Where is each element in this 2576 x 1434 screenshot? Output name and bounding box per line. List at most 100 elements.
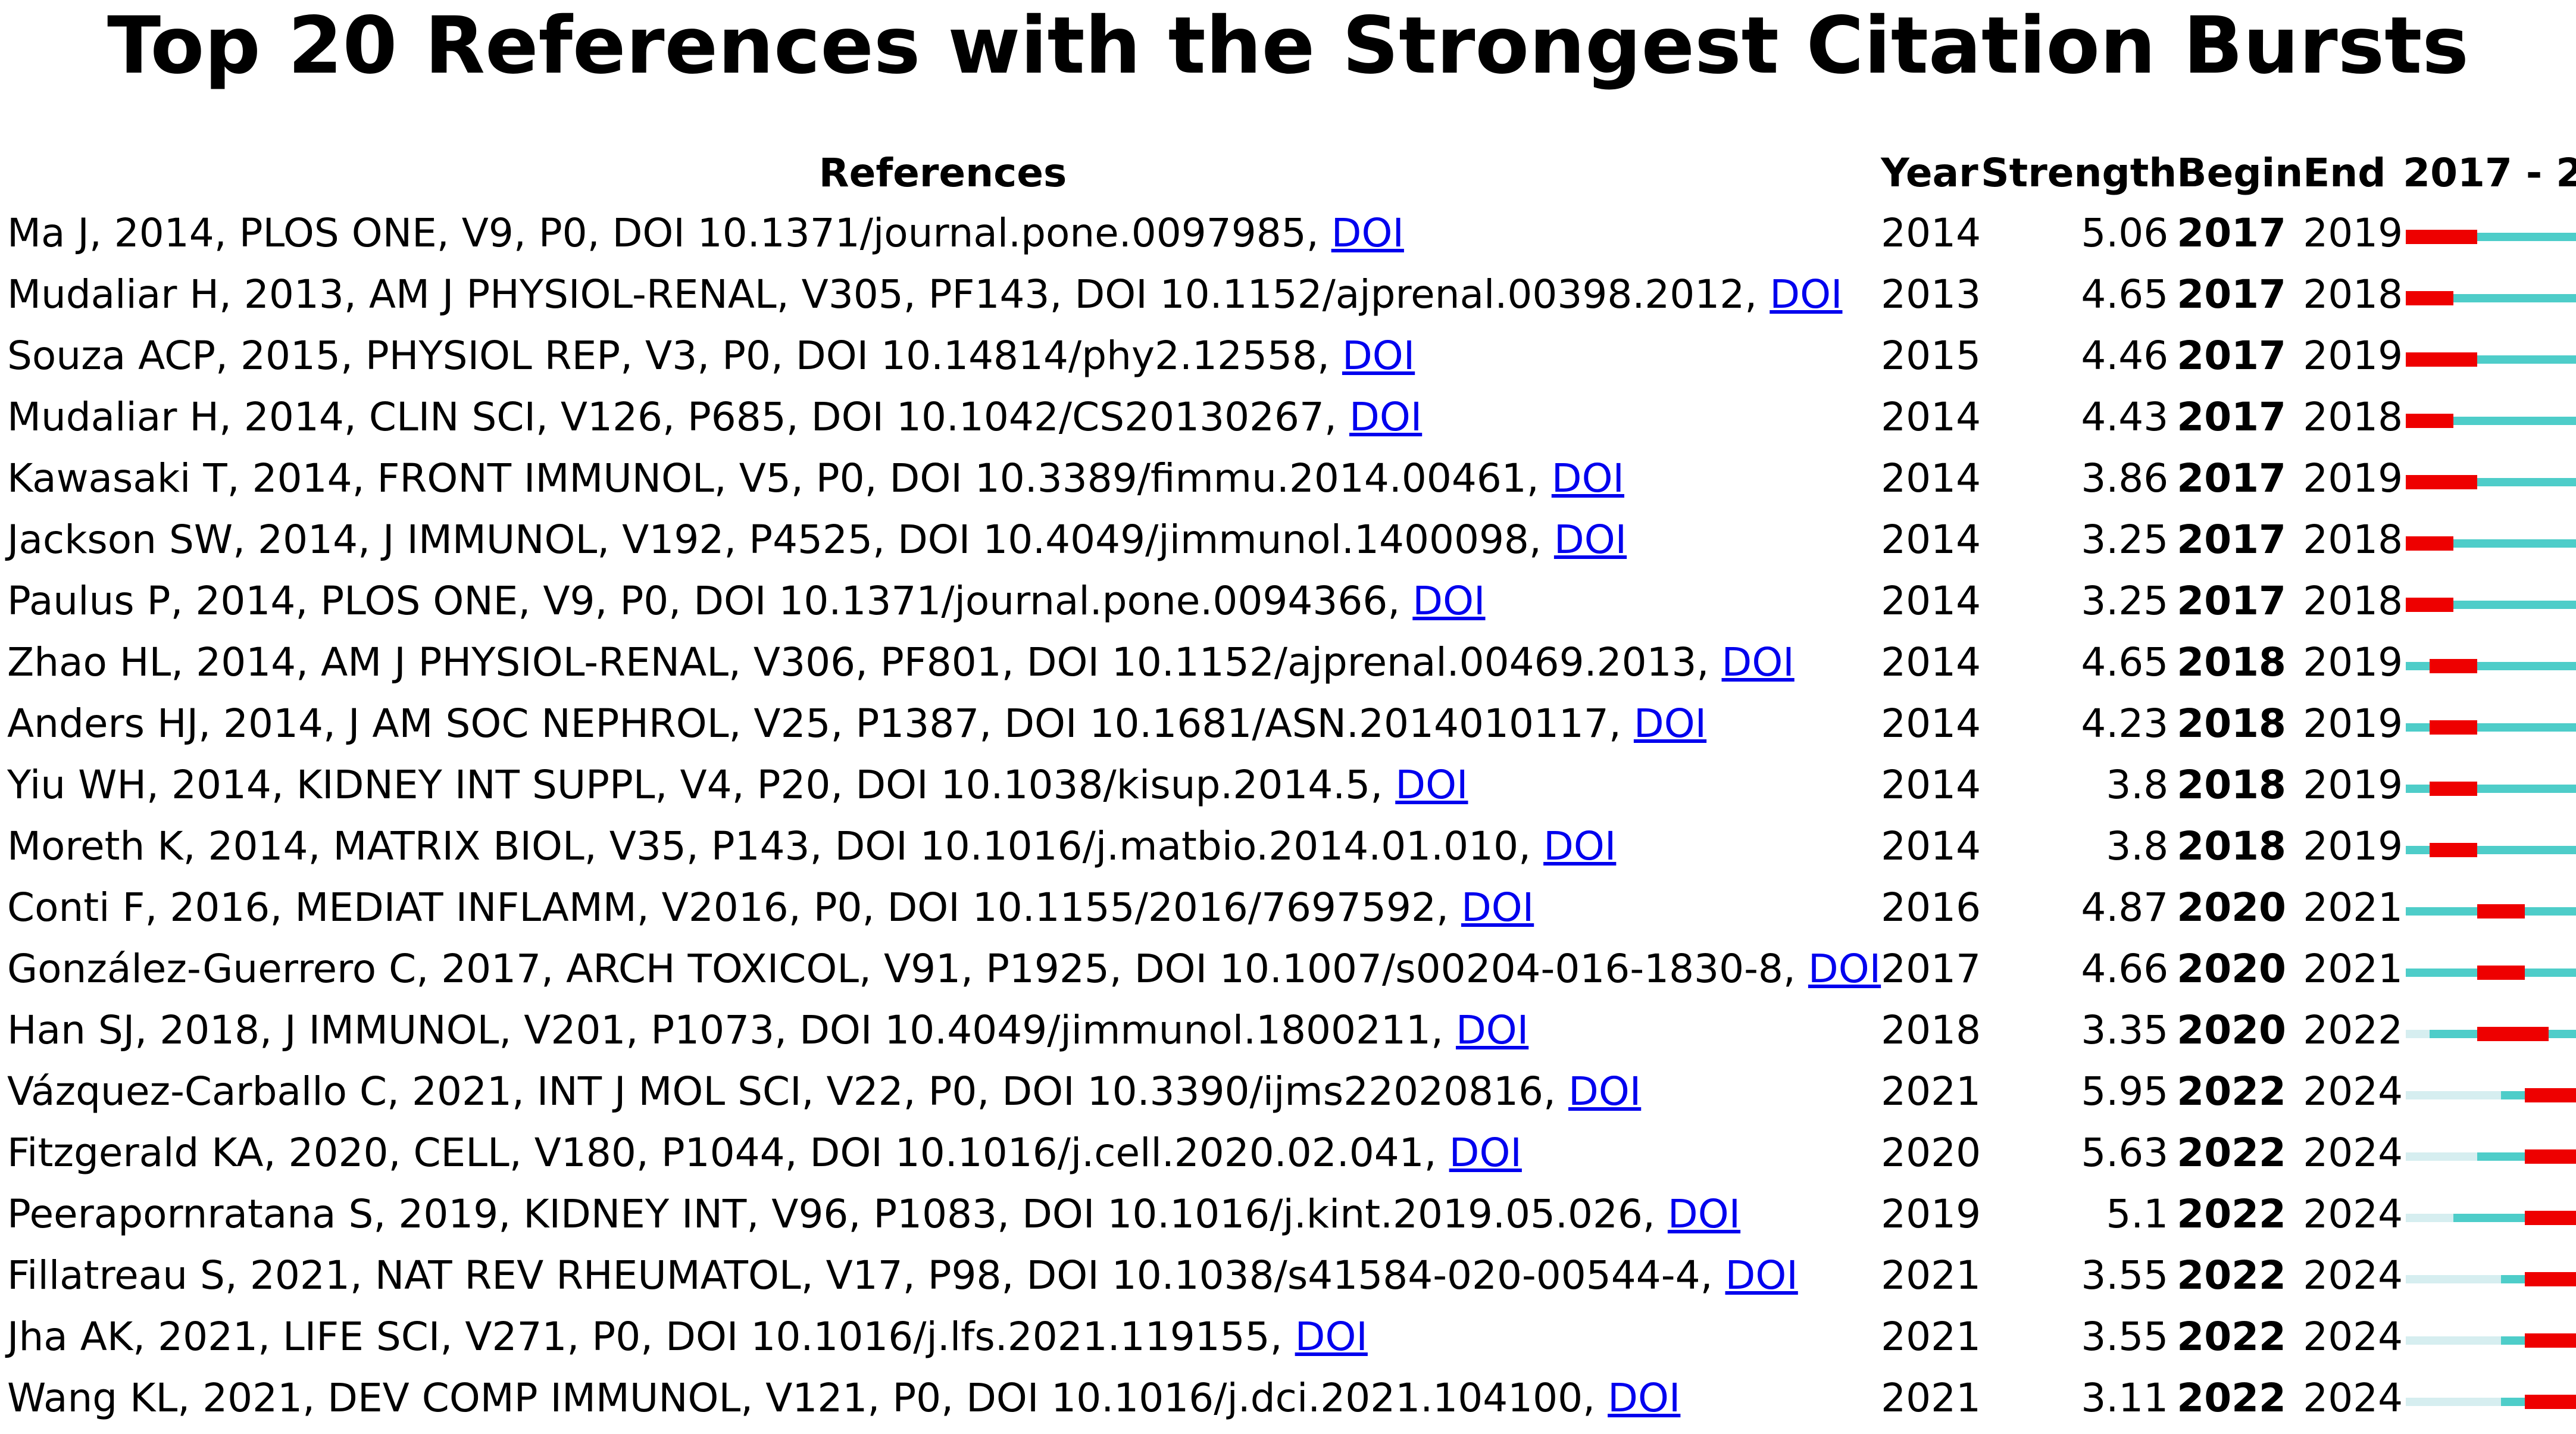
burst-timeline-cell (2403, 448, 2576, 509)
doi-link[interactable]: DOI (1770, 271, 1843, 317)
reference-text: Souza ACP, 2015, PHYSIOL REP, V3, P0, DO… (7, 333, 1330, 379)
table-row: Fillatreau S, 2021, NAT REV RHEUMATOL, V… (5, 1245, 2576, 1306)
table-row: González-Guerrero C, 2017, ARCH TOXICOL,… (5, 938, 2576, 999)
strength-cell: 3.55 (2081, 1252, 2169, 1298)
doi-link[interactable]: DOI (1721, 639, 1795, 685)
begin-cell: 2020 (2177, 1007, 2286, 1053)
strength-cell: 3.11 (2081, 1375, 2169, 1421)
end-cell: 2024 (2303, 1130, 2403, 1176)
doi-link[interactable]: DOI (1725, 1252, 1798, 1298)
reference-text: Ma J, 2014, PLOS ONE, V9, P0, DOI 10.137… (7, 210, 1319, 256)
begin-cell: 2018 (2177, 639, 2286, 685)
burst-timeline (2406, 720, 2576, 735)
reference-text: Han SJ, 2018, J IMMUNOL, V201, P1073, DO… (7, 1007, 1443, 1053)
begin-cell: 2018 (2177, 762, 2286, 808)
burst-timeline-cell (2403, 1183, 2576, 1245)
year-cell: 2014 (1881, 578, 1981, 624)
table-row: Kawasaki T, 2014, FRONT IMMUNOL, V5, P0,… (5, 448, 2576, 509)
begin-cell: 2018 (2177, 823, 2286, 869)
begin-cell: 2022 (2177, 1314, 2286, 1360)
header-end: End (2303, 149, 2386, 196)
reference-cell: Moreth K, 2014, MATRIX BIOL, V35, P143, … (5, 816, 1881, 877)
burst-timeline-cell (2403, 325, 2576, 386)
reference-text: Conti F, 2016, MEDIAT INFLAMM, V2016, P0… (7, 885, 1449, 930)
doi-link[interactable]: DOI (1331, 210, 1404, 256)
table-row: Mudaliar H, 2013, AM J PHYSIOL-RENAL, V3… (5, 264, 2576, 325)
burst-timeline (2406, 842, 2576, 857)
table-row: Jackson SW, 2014, J IMMUNOL, V192, P4525… (5, 509, 2576, 570)
doi-link[interactable]: DOI (1633, 701, 1707, 746)
end-cell: 2022 (2303, 1007, 2403, 1053)
year-cell: 2016 (1881, 885, 1981, 930)
reference-cell: Paulus P, 2014, PLOS ONE, V9, P0, DOI 10… (5, 570, 1881, 632)
year-cell: 2017 (1881, 946, 1981, 992)
table-row: Han SJ, 2018, J IMMUNOL, V201, P1073, DO… (5, 999, 2576, 1061)
burst-timeline-cell (2403, 1306, 2576, 1367)
reference-cell: Mudaliar H, 2014, CLIN SCI, V126, P685, … (5, 386, 1881, 448)
reference-text: Moreth K, 2014, MATRIX BIOL, V35, P143, … (7, 823, 1531, 869)
burst-timeline (2406, 1333, 2576, 1348)
reference-text: Fillatreau S, 2021, NAT REV RHEUMATOL, V… (7, 1252, 1713, 1298)
strength-cell: 3.8 (2106, 823, 2169, 869)
doi-link[interactable]: DOI (1412, 578, 1486, 624)
reference-cell: Wang KL, 2021, DEV COMP IMMUNOL, V121, P… (5, 1367, 1881, 1429)
burst-timeline (2406, 1271, 2576, 1286)
burst-timeline-cell (2403, 570, 2576, 632)
reference-cell: Anders HJ, 2014, J AM SOC NEPHROL, V25, … (5, 693, 1881, 754)
reference-text: Jackson SW, 2014, J IMMUNOL, V192, P4525… (7, 517, 1542, 563)
doi-link[interactable]: DOI (1553, 517, 1627, 563)
doi-link[interactable]: DOI (1349, 394, 1423, 440)
year-cell: 2014 (1881, 455, 1981, 501)
doi-link[interactable]: DOI (1295, 1314, 1368, 1360)
end-cell: 2019 (2303, 823, 2403, 869)
end-cell: 2021 (2303, 946, 2403, 992)
burst-timeline (2406, 904, 2576, 918)
year-cell: 2014 (1881, 210, 1981, 256)
reference-cell: Zhao HL, 2014, AM J PHYSIOL-RENAL, V306,… (5, 632, 1881, 693)
burst-timeline-cell (2403, 877, 2576, 938)
reference-cell: Jackson SW, 2014, J IMMUNOL, V192, P4525… (5, 509, 1881, 570)
burst-timeline-cell (2403, 1122, 2576, 1183)
reference-cell: Vázquez-Carballo C, 2021, INT J MOL SCI,… (5, 1061, 1881, 1122)
year-cell: 2014 (1881, 639, 1981, 685)
begin-cell: 2020 (2177, 946, 2286, 992)
doi-link[interactable]: DOI (1608, 1375, 1681, 1421)
doi-link[interactable]: DOI (1342, 333, 1415, 379)
doi-link[interactable]: DOI (1461, 885, 1534, 930)
reference-text: Kawasaki T, 2014, FRONT IMMUNOL, V5, P0,… (7, 455, 1539, 501)
table-row: Wang KL, 2021, DEV COMP IMMUNOL, V121, P… (5, 1367, 2576, 1429)
strength-cell: 3.35 (2081, 1007, 2169, 1053)
burst-timeline (2406, 1149, 2576, 1164)
header-range: 2017 - 2024 (2403, 149, 2576, 196)
end-cell: 2024 (2303, 1069, 2403, 1114)
doi-link[interactable]: DOI (1551, 455, 1625, 501)
strength-cell: 4.43 (2081, 394, 2169, 440)
header-references: References (818, 149, 1067, 196)
begin-cell: 2017 (2177, 271, 2286, 317)
doi-link[interactable]: DOI (1568, 1069, 1642, 1114)
year-cell: 2014 (1881, 394, 1981, 440)
doi-link[interactable]: DOI (1667, 1191, 1741, 1237)
end-cell: 2019 (2303, 455, 2403, 501)
doi-link[interactable]: DOI (1455, 1007, 1529, 1053)
burst-timeline (2406, 597, 2576, 612)
table-row: Mudaliar H, 2014, CLIN SCI, V126, P685, … (5, 386, 2576, 448)
reference-cell: Souza ACP, 2015, PHYSIOL REP, V3, P0, DO… (5, 325, 1881, 386)
begin-cell: 2017 (2177, 210, 2286, 256)
begin-cell: 2017 (2177, 578, 2286, 624)
doi-link[interactable]: DOI (1808, 946, 1881, 992)
strength-cell: 3.55 (2081, 1314, 2169, 1360)
header-begin: Begin (2177, 149, 2303, 196)
burst-timeline-cell (2403, 938, 2576, 999)
doi-link[interactable]: DOI (1449, 1130, 1522, 1176)
burst-timeline (2406, 413, 2576, 428)
table-row: Paulus P, 2014, PLOS ONE, V9, P0, DOI 10… (5, 570, 2576, 632)
reference-text: Paulus P, 2014, PLOS ONE, V9, P0, DOI 10… (7, 578, 1400, 624)
table-row: Yiu WH, 2014, KIDNEY INT SUPPL, V4, P20,… (5, 754, 2576, 816)
table-row: Souza ACP, 2015, PHYSIOL REP, V3, P0, DO… (5, 325, 2576, 386)
burst-timeline-cell (2403, 632, 2576, 693)
header-year: Year (1881, 149, 1978, 196)
end-cell: 2024 (2303, 1375, 2403, 1421)
doi-link[interactable]: DOI (1395, 762, 1468, 808)
doi-link[interactable]: DOI (1543, 823, 1617, 869)
